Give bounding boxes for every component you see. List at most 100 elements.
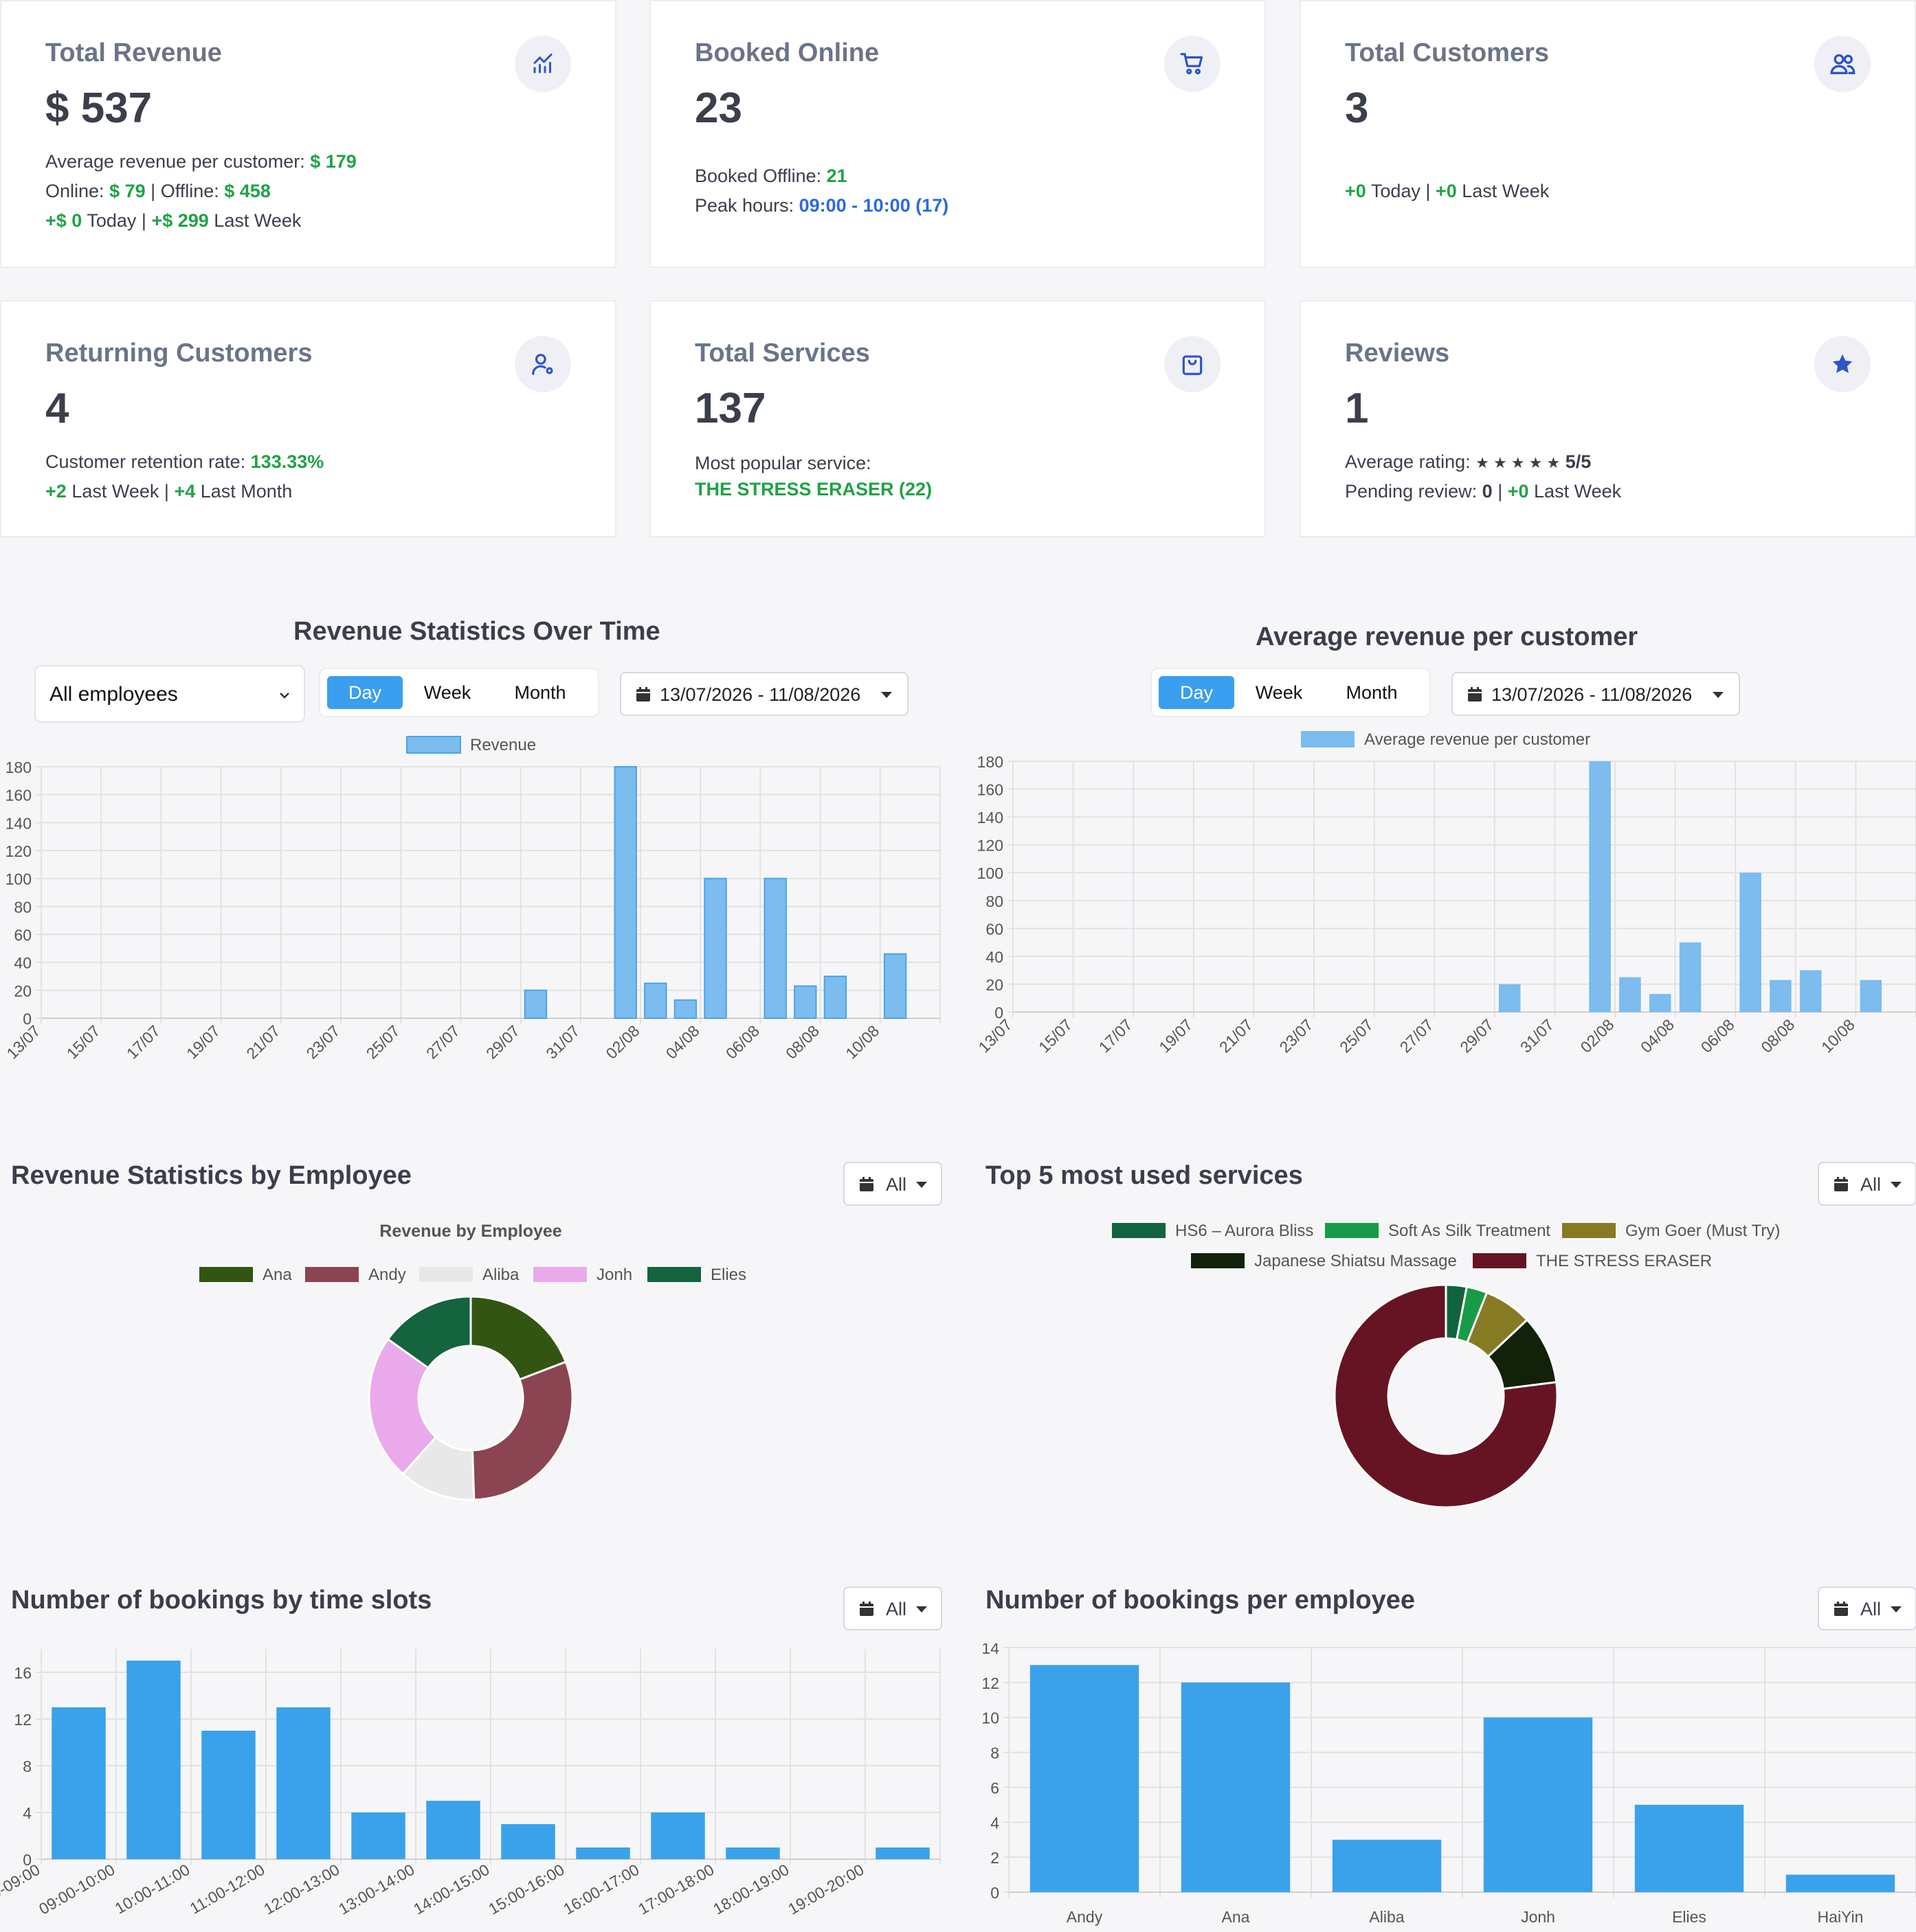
legend-label: Average revenue per customer <box>1364 730 1590 749</box>
tab-day[interactable]: Day <box>1159 676 1234 709</box>
y-tick-label: 100 <box>5 870 32 888</box>
top-services-title: Top 5 most used services <box>985 1161 1303 1190</box>
users-icon <box>1814 36 1871 92</box>
y-tick-label: 0 <box>23 1851 32 1869</box>
bar <box>1739 873 1761 1012</box>
bar <box>52 1707 106 1859</box>
bar <box>1589 761 1611 1012</box>
bar <box>644 982 667 1019</box>
retention-label: Customer retention rate: <box>45 451 246 472</box>
shopping-bag-icon <box>1164 336 1221 392</box>
lastweek-label: Last Week <box>214 210 302 231</box>
filter-button[interactable]: All <box>1818 1586 1916 1630</box>
bar <box>1785 1874 1895 1892</box>
y-tick-label: 40 <box>14 954 32 972</box>
x-tick-label: 10/08 <box>842 1022 882 1062</box>
legend-swatch <box>1191 1253 1245 1268</box>
tab-week[interactable]: Week <box>1255 682 1303 703</box>
y-tick-label: 10 <box>981 1709 999 1727</box>
x-tick-label: 12:00-13:00 <box>260 1861 342 1918</box>
lastweek-label: Last Week <box>71 481 159 502</box>
pie-slice <box>469 1295 568 1381</box>
lastweek-value: +0 <box>1507 481 1529 502</box>
tab-day[interactable]: Day <box>327 676 403 709</box>
card-title: Booked Online <box>695 38 880 67</box>
date-range-picker[interactable]: 13/07/2026 - 11/08/2026 <box>620 672 909 716</box>
bar <box>201 1731 256 1859</box>
legend-swatch <box>419 1267 473 1282</box>
lastmonth-label: Last Month <box>200 481 293 502</box>
legend-swatch <box>1112 1223 1166 1238</box>
legend-swatch <box>406 736 461 754</box>
x-tick-label: 27/07 <box>423 1022 463 1062</box>
caret-down-icon <box>1713 692 1724 698</box>
revenue-by-employee-title: Revenue Statistics by Employee <box>11 1161 412 1190</box>
tab-week[interactable]: Week <box>423 682 471 703</box>
caret-down-icon <box>881 692 892 698</box>
revenue-over-time-chart: 0 20 40 60 80 100 120 140 160 180 13/07 15/07 17/07 1… <box>3 736 941 1062</box>
filter-value: All <box>886 1174 907 1195</box>
bookings-per-employee-chart: 0 2 4 6 8 10 12 14 Andy Ana Aliba Jonh Elies HaiYin <box>981 1643 1916 1926</box>
date-range-picker[interactable]: 13/07/2026 - 11/08/2026 <box>1451 672 1740 716</box>
y-tick-label: 6 <box>990 1779 999 1797</box>
filter-button[interactable]: All <box>1818 1162 1916 1206</box>
retention-value: 133.33% <box>250 451 324 472</box>
booked-offline-label: Booked Offline: <box>695 166 822 186</box>
legend-swatch <box>1325 1223 1379 1238</box>
bar <box>764 877 787 1019</box>
legend-label: Soft As Silk Treatment <box>1388 1222 1550 1240</box>
y-tick-label: 80 <box>14 898 32 916</box>
x-tick-label: 10/08 <box>1818 1015 1858 1056</box>
bar <box>651 1812 705 1859</box>
x-tick-label: 08/08 <box>782 1022 823 1062</box>
revenue-by-employee-chart: Ana Andy Aliba Jonh Elies Revenue by Employee <box>199 1222 746 1501</box>
x-tick-label: 17/07 <box>1095 1015 1136 1056</box>
lastweek-value: +2 <box>45 481 67 502</box>
y-tick-label: 20 <box>14 982 32 1000</box>
x-tick-label: Jonh <box>1521 1908 1555 1926</box>
x-tick-label: 09:00-10:00 <box>36 1861 118 1918</box>
card-title: Total Customers <box>1345 38 1550 67</box>
filter-button[interactable]: All <box>843 1162 942 1206</box>
tab-month[interactable]: Month <box>514 682 566 703</box>
x-tick-label: 25/07 <box>363 1022 403 1062</box>
peak-hours-value: 09:00 - 10:00 (17) <box>799 195 949 216</box>
separator: | <box>164 481 169 502</box>
x-tick-label: 21/07 <box>243 1022 283 1062</box>
calendar-icon <box>636 687 650 701</box>
chevron-down-icon <box>280 693 289 699</box>
today-value: +0 <box>1345 181 1366 201</box>
avg-revenue-chart: 0 20 40 60 80 100 120 140 160 180 13/07 15/07 17/07 1… <box>974 730 1916 1056</box>
pie-slice <box>1333 1283 1559 1509</box>
bar <box>1799 970 1822 1012</box>
bar <box>1679 942 1702 1012</box>
bar <box>276 1707 331 1859</box>
x-tick-label: 06/08 <box>1697 1015 1738 1056</box>
legend-label: Ana <box>263 1266 292 1284</box>
employee-select[interactable]: All employees <box>34 665 305 723</box>
card-title: Total Revenue <box>45 38 222 67</box>
card-title: Reviews <box>1345 339 1450 368</box>
separator: | <box>1425 181 1431 201</box>
y-tick-label: 140 <box>977 809 1003 827</box>
y-tick-label: 100 <box>977 864 1003 882</box>
time-slots-chart: 0 4 8 12 16 08:00-09:0009:00-10:0010:00-11:00… <box>0 1649 941 1918</box>
legend-label: Gym Goer (Must Try) <box>1625 1222 1780 1240</box>
y-tick-label: 120 <box>5 842 32 860</box>
caret-down-icon <box>916 1606 927 1613</box>
legend-swatch <box>305 1267 359 1282</box>
bar <box>1770 980 1792 1012</box>
caret-down-icon <box>1891 1606 1902 1613</box>
filter-button[interactable]: All <box>843 1586 942 1630</box>
tab-month[interactable]: Month <box>1346 682 1398 703</box>
bar <box>351 1812 405 1859</box>
x-tick-label: 02/08 <box>602 1022 643 1062</box>
legend-label: Japanese Shiatsu Massage <box>1254 1252 1457 1270</box>
calendar-icon <box>1834 1602 1848 1616</box>
offline-value: $ 458 <box>224 181 271 201</box>
chart-title: Revenue by Employee <box>379 1222 561 1241</box>
filter-value: All <box>886 1599 907 1619</box>
calendar-icon <box>1834 1177 1848 1191</box>
bar <box>883 953 907 1020</box>
x-tick-label: 17:00-18:00 <box>635 1861 717 1918</box>
